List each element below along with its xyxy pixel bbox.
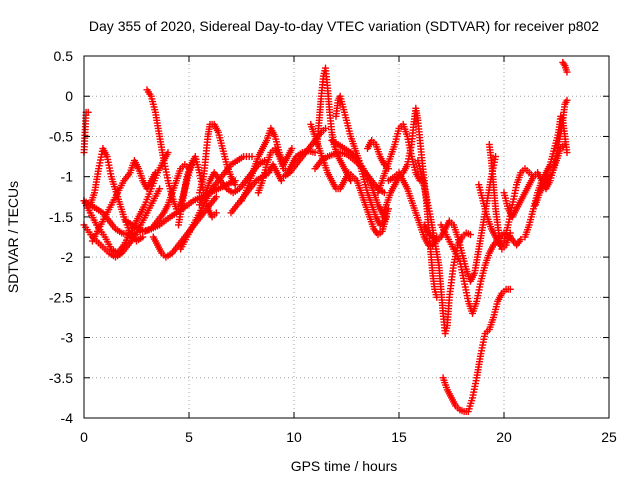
y-tick-label: -1.5 bbox=[49, 209, 73, 225]
x-tick-label: 10 bbox=[286, 429, 302, 445]
data-point bbox=[348, 150, 356, 158]
data-point bbox=[212, 193, 220, 201]
x-tick-label: 15 bbox=[391, 429, 407, 445]
axis-ticks bbox=[83, 55, 610, 419]
y-tick-label: 0.5 bbox=[54, 48, 74, 64]
y-tick-label: -3.5 bbox=[49, 370, 73, 386]
data-point bbox=[561, 140, 569, 148]
data-point bbox=[351, 153, 359, 161]
y-tick-labels: 0.5 0 -0.5 -1 -1.5 -2 -2.5 -3 -3.5 -4 bbox=[49, 48, 73, 426]
data-point bbox=[311, 149, 319, 157]
y-tick-label: -1 bbox=[61, 169, 74, 185]
data-point bbox=[156, 185, 164, 193]
y-tick-label: -3 bbox=[61, 330, 74, 346]
data-point bbox=[563, 149, 571, 157]
data-point bbox=[139, 233, 147, 241]
x-tick-label: 5 bbox=[185, 429, 193, 445]
chart-title: Day 355 of 2020, Sidereal Day-to-day VTE… bbox=[89, 18, 599, 34]
x-tick-label: 20 bbox=[496, 429, 512, 445]
data-points bbox=[80, 58, 571, 416]
data-point bbox=[84, 108, 92, 116]
data-point bbox=[563, 68, 571, 76]
data-point bbox=[347, 177, 355, 185]
data-point bbox=[466, 231, 474, 239]
data-point bbox=[506, 285, 514, 293]
data-point bbox=[231, 181, 239, 189]
data-point bbox=[288, 145, 296, 153]
y-tick-label: 0 bbox=[65, 88, 73, 104]
y-tick-label: -2.5 bbox=[49, 289, 73, 305]
data-point bbox=[563, 96, 571, 104]
data-point bbox=[322, 124, 329, 132]
x-tick-label: 25 bbox=[601, 429, 617, 445]
data-point bbox=[248, 153, 256, 161]
y-tick-label: -0.5 bbox=[49, 128, 73, 144]
plot-frame bbox=[83, 55, 610, 419]
data-point bbox=[560, 60, 568, 68]
data-point bbox=[277, 177, 285, 185]
y-axis-label: SDTVAR / TECUs bbox=[5, 181, 21, 293]
y-tick-label: -4 bbox=[61, 410, 74, 426]
x-tick-labels: 0 5 10 15 20 25 bbox=[80, 429, 617, 445]
x-tick-label: 0 bbox=[80, 429, 88, 445]
data-point bbox=[492, 153, 500, 161]
data-point bbox=[506, 229, 514, 237]
data-point bbox=[517, 235, 525, 243]
x-axis-label: GPS time / hours bbox=[291, 458, 398, 474]
y-tick-label: -2 bbox=[61, 249, 74, 265]
data-point bbox=[380, 189, 388, 197]
data-point bbox=[212, 209, 220, 217]
data-point bbox=[347, 149, 355, 157]
data-point bbox=[350, 152, 358, 160]
data-point bbox=[151, 169, 159, 177]
